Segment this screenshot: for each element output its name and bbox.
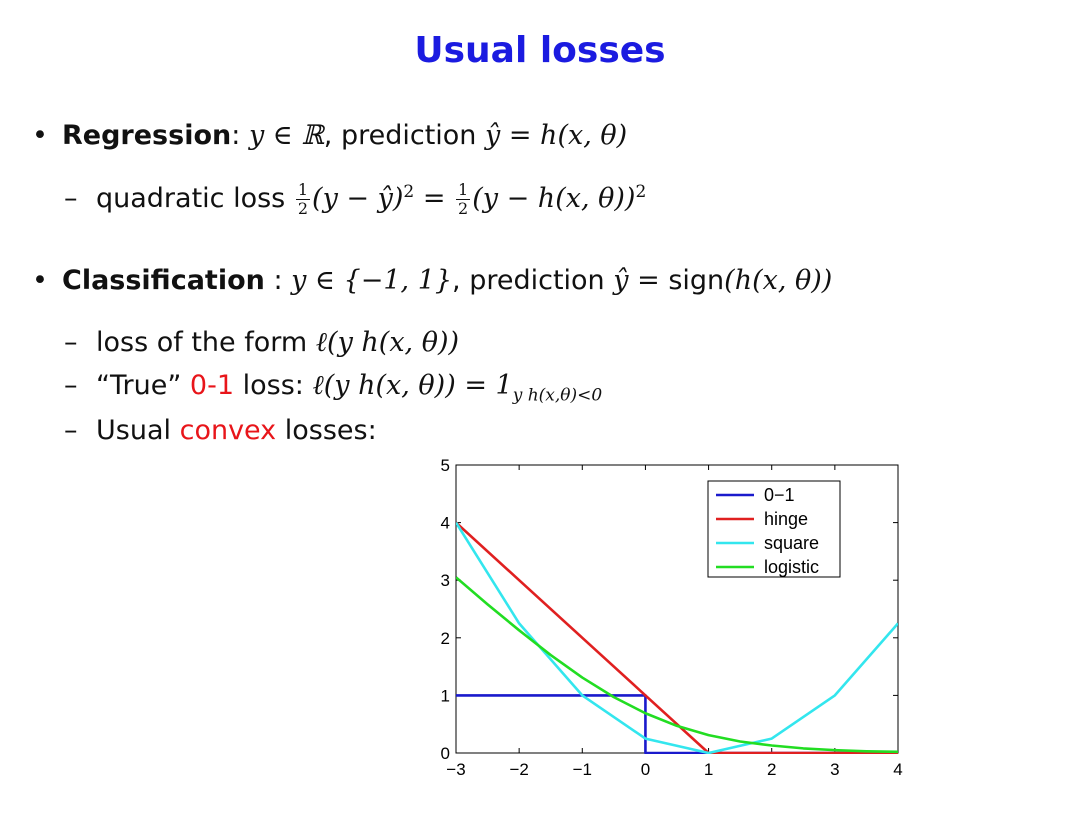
x-tick-label: 3 bbox=[830, 760, 839, 779]
y-tick-label: 1 bbox=[441, 686, 450, 705]
convex-highlight: convex bbox=[179, 415, 277, 446]
dash: – bbox=[64, 415, 78, 446]
exponent: 2 bbox=[635, 182, 647, 202]
classification-colon: : bbox=[264, 265, 283, 296]
legend-label: square bbox=[764, 533, 819, 553]
series-line-square bbox=[456, 521, 898, 754]
x-tick-label: 4 bbox=[893, 760, 902, 779]
series-line-hinge bbox=[456, 521, 898, 754]
x-tick-label: 1 bbox=[704, 760, 713, 779]
indicator-subscript: y h(x,θ)<0 bbox=[512, 385, 603, 406]
loss-colon-text: loss: bbox=[242, 370, 304, 401]
y-tick-label: 4 bbox=[441, 514, 450, 533]
legend-label: 0−1 bbox=[764, 485, 795, 505]
loss-form-line: – loss of the form ℓ(y h(x, θ)) bbox=[64, 327, 459, 359]
slide-title: Usual losses bbox=[414, 30, 666, 71]
equals: = bbox=[414, 183, 455, 214]
legend-box bbox=[707, 480, 841, 578]
regression-prediction-math: ŷ = h(x, θ) bbox=[485, 120, 628, 151]
regression-label: Regression bbox=[62, 120, 232, 151]
regression-bullet-line: • Regression: y ∈ ℝ, prediction ŷ = h(x, … bbox=[32, 120, 627, 152]
quadratic-math-b: (y − h(x, θ)) bbox=[472, 183, 636, 214]
plot-layer: −3 −2 −1 0 1 2 3 4 0 1 2 3 4 5 0−1 hinge square logistic bbox=[441, 456, 903, 779]
loss-functions-chart: −3 −2 −1 0 1 2 3 4 0 1 2 3 4 5 0−1 hinge square logistic bbox=[441, 456, 903, 779]
legend-label: hinge bbox=[764, 509, 808, 529]
quadratic-math-a: (y − ŷ) bbox=[312, 183, 404, 214]
bullet: • bbox=[32, 265, 48, 296]
classification-target-math: y ∈ {−1, 1} bbox=[291, 265, 453, 296]
legend-label: logistic bbox=[764, 557, 819, 577]
true-01-loss-line: – “True” 0-1 loss: ℓ(y h(x, θ)) = 1y h(x,… bbox=[64, 370, 602, 406]
y-tick-label: 2 bbox=[441, 629, 450, 648]
classification-bullet-line: • Classification : y ∈ {−1, 1}, predictio… bbox=[32, 265, 832, 297]
dash: – bbox=[64, 370, 78, 401]
x-tick-label: 2 bbox=[767, 760, 776, 779]
x-tick-label: 0 bbox=[641, 760, 650, 779]
x-tick-label: −2 bbox=[509, 760, 528, 779]
quadratic-loss-line: – quadratic loss 1 2 (y − ŷ)2 = 1 2 (y − h(x,… bbox=[64, 182, 646, 217]
loss-form-math: ℓ(y h(x, θ)) bbox=[315, 327, 460, 358]
y-tick-label: 0 bbox=[441, 744, 450, 763]
dash: – bbox=[64, 327, 78, 358]
y-tick-label: 3 bbox=[441, 571, 450, 590]
zero-one-highlight: 0-1 bbox=[189, 370, 235, 401]
classification-label: Classification bbox=[62, 265, 265, 296]
dash: – bbox=[64, 183, 78, 214]
x-tick-label: −3 bbox=[446, 760, 465, 779]
regression-target-math: y ∈ ℝ bbox=[248, 120, 324, 151]
classification-prediction-text: , prediction bbox=[452, 265, 605, 296]
series-line-logistic bbox=[456, 576, 898, 754]
bullet: • bbox=[32, 120, 48, 151]
usual-text: Usual bbox=[96, 415, 171, 446]
convex-losses-line: – Usual convex losses: bbox=[64, 415, 377, 447]
regression-colon: : bbox=[231, 120, 241, 151]
loss-form-text: loss of the form bbox=[96, 327, 308, 358]
quadratic-loss-text: quadratic loss bbox=[96, 183, 286, 214]
classification-prediction-math: ŷ = bbox=[613, 265, 669, 296]
regression-prediction-text: , prediction bbox=[323, 120, 477, 151]
x-tick-label: −1 bbox=[573, 760, 592, 779]
classification-sign-arg: (h(x, θ)) bbox=[724, 265, 833, 296]
zero-one-math: ℓ(y h(x, θ)) = 1 bbox=[312, 370, 513, 401]
losses-text: losses: bbox=[284, 415, 377, 446]
true-quote: “True” bbox=[96, 370, 182, 401]
exponent: 2 bbox=[403, 182, 415, 202]
y-tick-label: 5 bbox=[441, 456, 450, 475]
sign-function: sign bbox=[668, 265, 725, 296]
